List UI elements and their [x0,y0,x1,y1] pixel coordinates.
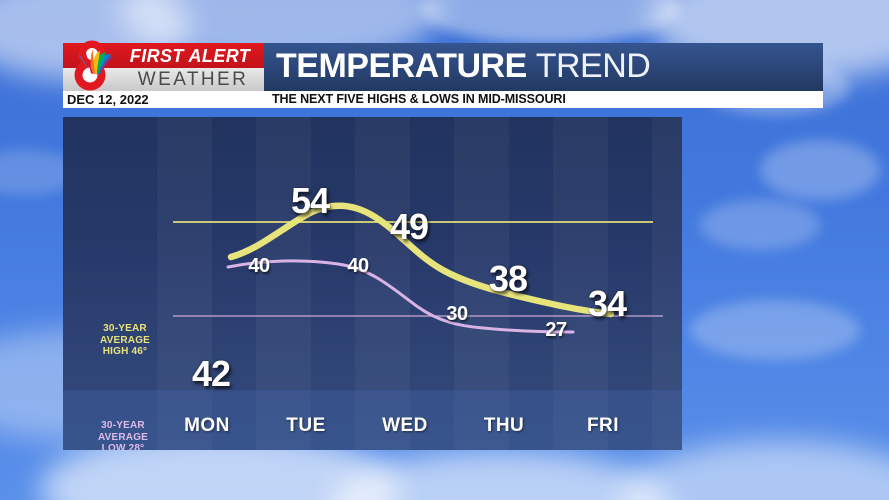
ref-low-line3: LOW 28° [101,443,145,450]
column-stripe [355,117,410,450]
title-strong: TEMPERATURE [276,47,527,85]
low-value-thu: 27 [545,319,567,341]
ref-low-line1: 30-YEAR [101,420,145,431]
title-bar: TEMPERATURE TREND [264,43,823,91]
high-value-tue: 54 [290,180,330,221]
ref-high-line2: AVERAGE [99,334,151,346]
cloud [700,200,820,250]
column-stripe [652,117,682,450]
high-value-mon: 42 [191,353,231,394]
high-temp-line [227,202,615,318]
column-stripe [256,117,311,450]
high-value-fri: 34 [587,283,627,324]
day-label-wed: WED [382,415,428,436]
day-label-fri: FRI [586,415,620,436]
day-label-thu: THU [483,415,525,436]
ref-high-line3: HIGH 46° [102,346,148,357]
column-stripe [157,117,212,450]
header-banner: FIRST ALERT WEATHER TEMPERATURE TREND [63,40,823,91]
ref-high-caption: 30-YEAR AVERAGE HIGH 46° [77,323,173,358]
weather-label: WEATHER [137,69,249,90]
cloud [690,300,860,360]
day-label-mon: MON [184,415,230,436]
page-title: TEMPERATURE TREND [276,43,651,91]
ref-low-line2: AVERAGE [97,431,149,443]
high-value-thu: 38 [488,258,528,299]
cloud [760,140,880,200]
subtitle-strip: DEC 12, 2022 THE NEXT FIVE HIGHS & LOWS … [63,91,823,108]
chart-plot-area [173,202,663,334]
high-value-wed: 49 [389,206,429,247]
ref-high-line1: 30-YEAR [103,323,147,334]
day-axis-band [63,390,682,450]
column-stripe [553,117,608,450]
subtitle-text: THE NEXT FIVE HIGHS & LOWS IN MID-MISSOU… [272,92,566,106]
title-light: TREND [535,47,651,85]
first-alert-label: FIRST ALERT [129,46,251,66]
broadcast-date: DEC 12, 2022 [67,92,149,107]
channel-8-peacock-logo [74,40,113,91]
low-value-mon: 40 [248,255,270,277]
low-temp-line [226,259,575,334]
low-value-wed: 30 [446,303,468,325]
day-label-tue: TUE [286,415,326,436]
ref-low-caption: 30-YEAR AVERAGE LOW 28° [75,420,171,450]
temperature-trend-chart: 30-YEAR AVERAGE HIGH 46° 30-YEAR AVERAGE… [63,117,682,450]
low-value-tue: 40 [347,255,369,277]
station-logo-block: FIRST ALERT WEATHER [63,40,264,91]
weather-gray-bar [63,68,264,91]
